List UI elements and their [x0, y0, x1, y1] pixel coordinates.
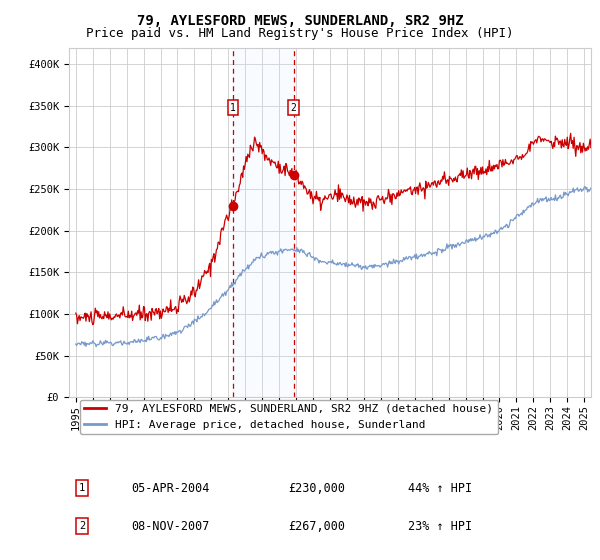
Text: 08-NOV-2007: 08-NOV-2007 [131, 520, 210, 533]
Text: 2: 2 [290, 102, 296, 113]
Bar [233, 48, 293, 397]
Text: £267,000: £267,000 [288, 520, 345, 533]
Text: £230,000: £230,000 [288, 482, 345, 495]
Text: 23% ↑ HPI: 23% ↑ HPI [409, 520, 472, 533]
Text: Price paid vs. HM Land Registry's House Price Index (HPI): Price paid vs. HM Land Registry's House … [86, 27, 514, 40]
Text: 05-APR-2004: 05-APR-2004 [131, 482, 210, 495]
Text: 1: 1 [79, 483, 85, 493]
Text: 79, AYLESFORD MEWS, SUNDERLAND, SR2 9HZ: 79, AYLESFORD MEWS, SUNDERLAND, SR2 9HZ [137, 14, 463, 28]
Text: 1: 1 [230, 102, 236, 113]
Legend: 79, AYLESFORD MEWS, SUNDERLAND, SR2 9HZ (detached house), HPI: Average price, de: 79, AYLESFORD MEWS, SUNDERLAND, SR2 9HZ … [80, 399, 498, 434]
Text: 2: 2 [79, 521, 85, 531]
Text: 44% ↑ HPI: 44% ↑ HPI [409, 482, 472, 495]
